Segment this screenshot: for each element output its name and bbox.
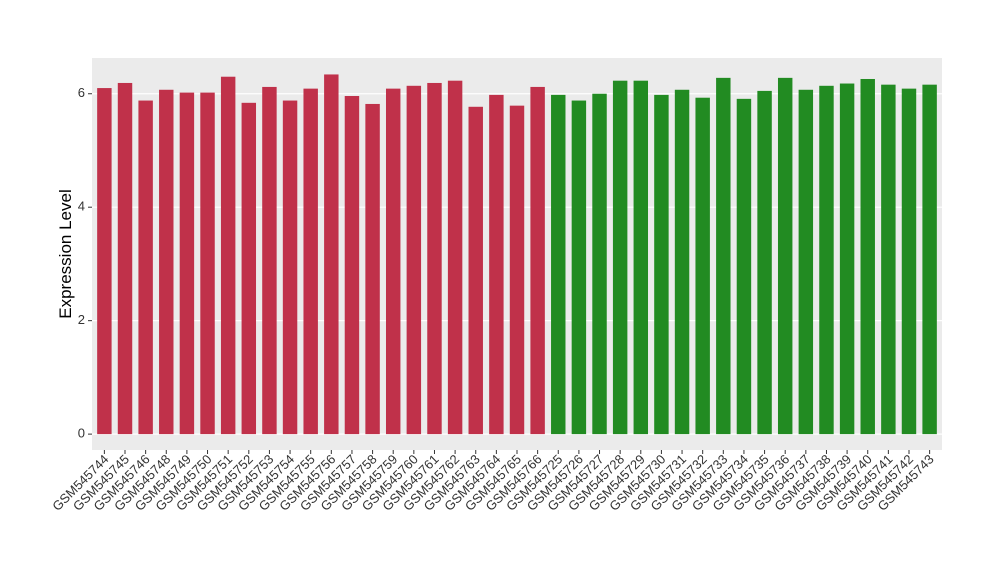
bar xyxy=(716,77,731,435)
bar xyxy=(365,103,380,435)
bar xyxy=(839,83,855,435)
bar xyxy=(385,88,401,435)
bar xyxy=(468,106,483,435)
bar xyxy=(736,98,752,435)
bar xyxy=(654,94,669,435)
bar xyxy=(551,94,566,435)
bar xyxy=(860,78,875,435)
bar xyxy=(303,88,318,435)
bar xyxy=(798,89,814,435)
bar xyxy=(592,93,607,435)
bar xyxy=(695,97,710,435)
bar xyxy=(633,80,649,435)
bar xyxy=(571,100,587,435)
bar xyxy=(427,82,442,435)
bar xyxy=(282,100,298,435)
bar xyxy=(922,84,937,435)
bar xyxy=(489,94,504,435)
y-tick-label: 4 xyxy=(78,199,85,214)
bar xyxy=(159,89,174,435)
bar xyxy=(757,90,772,435)
y-tick-label: 6 xyxy=(78,85,85,100)
bar xyxy=(200,92,215,435)
bar xyxy=(344,96,360,435)
bar xyxy=(324,74,339,435)
bar xyxy=(220,76,236,435)
y-tick-label: 0 xyxy=(78,426,85,441)
bar xyxy=(406,85,422,435)
bar xyxy=(97,88,112,435)
bar xyxy=(117,82,133,435)
bar xyxy=(262,86,277,435)
bar xyxy=(138,100,153,435)
y-axis-label: Expression Level xyxy=(56,189,75,318)
bar xyxy=(819,85,834,435)
bar xyxy=(901,88,917,435)
bar xyxy=(179,92,195,435)
bar xyxy=(881,84,896,435)
bar xyxy=(509,105,525,435)
bar xyxy=(447,80,463,435)
bar xyxy=(777,77,793,435)
bar xyxy=(674,89,690,435)
bar xyxy=(530,86,545,435)
y-tick-label: 2 xyxy=(78,312,85,327)
bar xyxy=(612,80,628,435)
bar xyxy=(241,102,257,435)
